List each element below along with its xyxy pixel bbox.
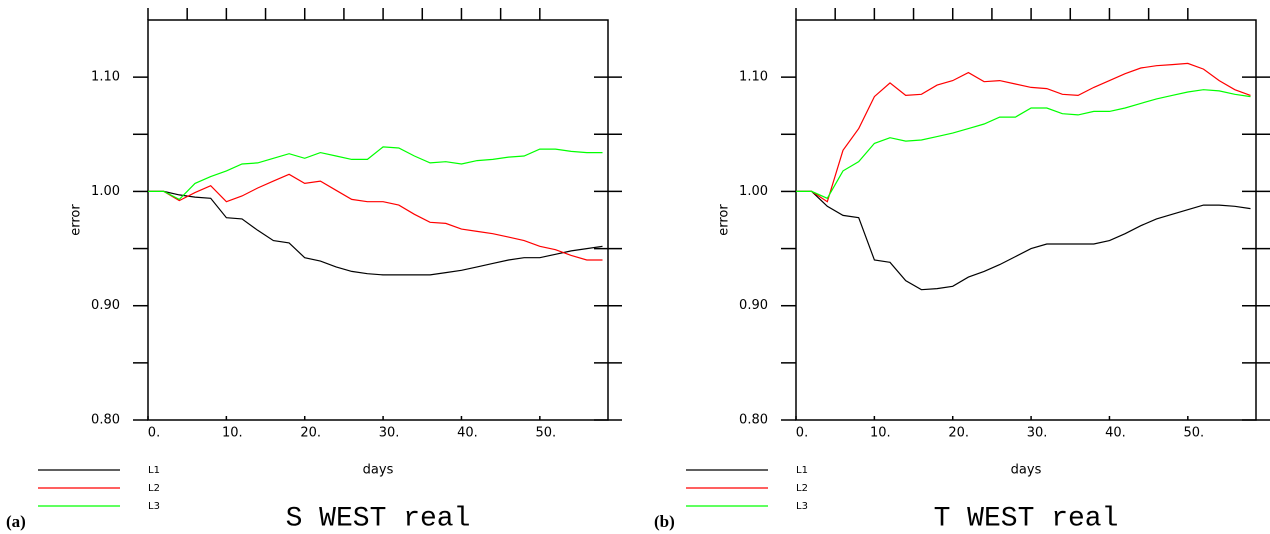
- chart-title: T WEST real: [934, 503, 1119, 534]
- y-tick-label: 1.10: [739, 70, 768, 85]
- y-tick-label: 0.90: [91, 298, 120, 313]
- x-tick-label: 50.: [1183, 426, 1204, 441]
- y-axis-label: error: [717, 204, 732, 236]
- y-tick-label: 1.10: [91, 70, 120, 85]
- panel-label: (a): [6, 512, 26, 531]
- x-tick-label: 20.: [300, 426, 321, 441]
- x-axis-label: days: [363, 463, 394, 478]
- y-tick-label: 0.80: [91, 413, 120, 428]
- legend-label: L2: [148, 483, 160, 494]
- data-line: [796, 62, 1251, 203]
- x-tick-label: 30.: [379, 426, 400, 441]
- chart-title: S WEST real: [286, 503, 471, 534]
- data-line: [148, 146, 603, 201]
- legend-label: L2: [796, 483, 808, 494]
- y-tick-label: 0.80: [739, 413, 768, 428]
- x-tick-label: 0.: [796, 426, 808, 441]
- legend-label: L3: [148, 501, 160, 512]
- legend-label: L1: [148, 465, 160, 476]
- data-line: [148, 173, 603, 261]
- y-tick-label: 0.90: [739, 298, 768, 313]
- y-axis-label: error: [69, 204, 84, 236]
- x-tick-label: 40.: [457, 426, 478, 441]
- y-tick-label: 1.00: [91, 184, 120, 199]
- x-tick-label: 0.: [148, 426, 160, 441]
- data-line: [796, 190, 1251, 291]
- legend-label: L1: [796, 465, 808, 476]
- x-tick-label: 50.: [535, 426, 556, 441]
- plot-frame: [795, 19, 1257, 421]
- x-tick-label: 10.: [870, 426, 891, 441]
- data-line: [148, 190, 603, 276]
- panel-label: (b): [654, 512, 675, 531]
- data-line: [796, 89, 1251, 200]
- x-axis-label: days: [1011, 463, 1042, 478]
- y-tick-label: 1.00: [739, 184, 768, 199]
- plot-frame: [147, 19, 609, 421]
- x-tick-label: 20.: [948, 426, 969, 441]
- x-tick-label: 30.: [1027, 426, 1048, 441]
- legend-label: L3: [796, 501, 808, 512]
- x-tick-label: 40.: [1105, 426, 1126, 441]
- x-tick-label: 10.: [222, 426, 243, 441]
